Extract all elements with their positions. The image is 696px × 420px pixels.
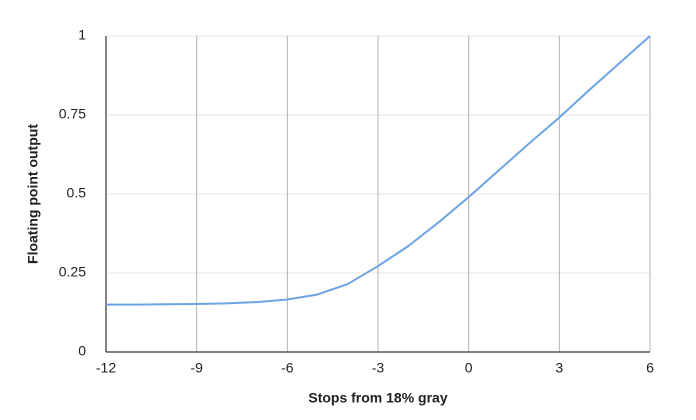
x-tick-label: 3 — [555, 360, 563, 376]
y-tick-label: 1 — [78, 27, 86, 43]
x-tick-label: -9 — [190, 360, 203, 376]
y-tick-label: 0.75 — [59, 106, 86, 122]
y-axis-title: Floating point output — [25, 124, 41, 264]
x-tick-label: -12 — [96, 360, 116, 376]
x-tick-label: 0 — [465, 360, 473, 376]
y-tick-label: 0.25 — [59, 264, 86, 280]
x-axis-title: Stops from 18% gray — [308, 390, 447, 406]
x-tick-label: 6 — [646, 360, 654, 376]
x-tick-label: -3 — [372, 360, 385, 376]
x-tick-label: -6 — [281, 360, 294, 376]
data-line — [106, 35, 651, 306]
y-tick-label: 0 — [78, 343, 86, 359]
y-tick-label: 0.5 — [67, 185, 87, 201]
